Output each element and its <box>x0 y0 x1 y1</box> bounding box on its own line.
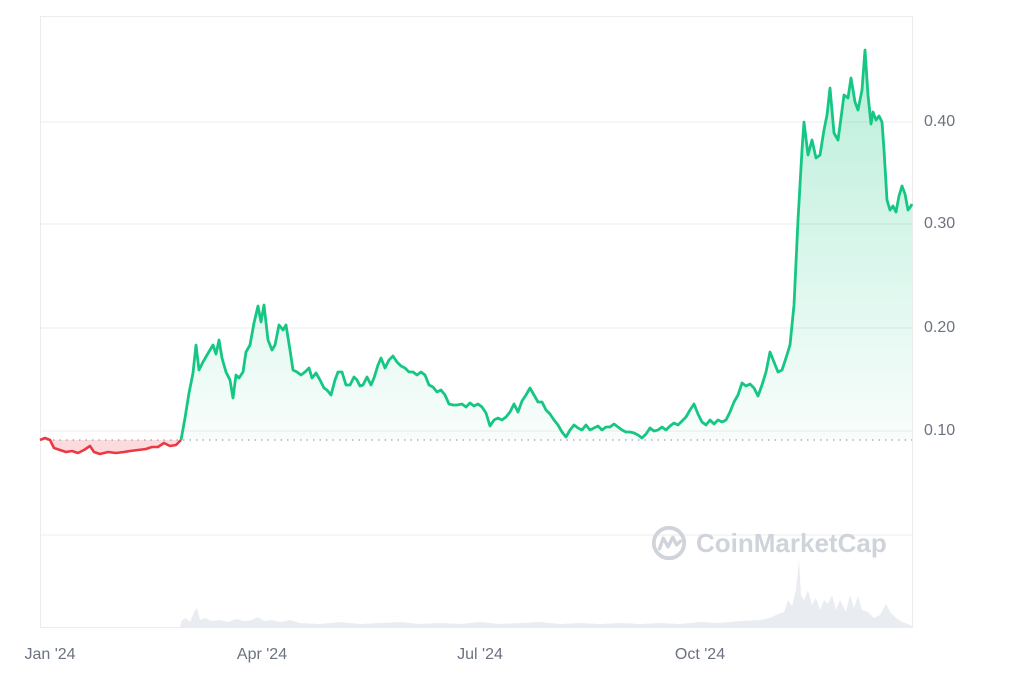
watermark-text: CoinMarketCap <box>696 527 887 558</box>
gridlines <box>40 121 913 536</box>
x-axis-label: Jan '24 <box>24 646 76 663</box>
y-axis-label: 0.40 <box>924 113 956 130</box>
coinmarketcap-logo-icon <box>651 525 687 561</box>
x-axis-label: Oct '24 <box>674 646 726 663</box>
coinmarketcap-watermark: CoinMarketCap <box>650 524 887 562</box>
y-axis-label: 0.10 <box>924 422 956 439</box>
x-axis-label: Apr '24 <box>236 646 288 663</box>
above-baseline-line <box>179 48 914 441</box>
x-axis-label: Jul '24 <box>457 646 503 663</box>
y-axis-label: 0.30 <box>924 215 956 232</box>
above-baseline-area <box>181 50 912 440</box>
below-baseline-line <box>39 436 182 456</box>
chart-frame <box>40 16 913 628</box>
below-baseline-area <box>40 438 181 454</box>
y-axis-label: 0.20 <box>924 319 956 336</box>
volume-bars <box>40 560 912 627</box>
